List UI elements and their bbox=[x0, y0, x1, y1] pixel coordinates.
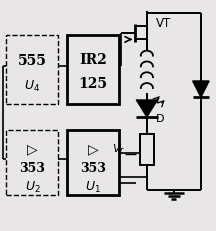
Text: 353: 353 bbox=[19, 161, 45, 174]
Text: $U_4$: $U_4$ bbox=[24, 79, 40, 94]
Text: 555: 555 bbox=[18, 54, 47, 68]
Text: $V_r$: $V_r$ bbox=[111, 142, 125, 155]
Text: ▷: ▷ bbox=[27, 142, 38, 156]
FancyBboxPatch shape bbox=[140, 135, 154, 165]
Text: 353: 353 bbox=[80, 161, 106, 174]
FancyBboxPatch shape bbox=[67, 131, 119, 195]
FancyBboxPatch shape bbox=[6, 36, 58, 105]
Polygon shape bbox=[136, 100, 157, 118]
Text: ▷: ▷ bbox=[87, 142, 98, 156]
Text: $U_2$: $U_2$ bbox=[25, 179, 40, 194]
Text: $U_1$: $U_1$ bbox=[85, 179, 101, 194]
FancyBboxPatch shape bbox=[67, 36, 119, 105]
FancyBboxPatch shape bbox=[6, 131, 58, 195]
Text: D: D bbox=[156, 113, 164, 123]
Text: 125: 125 bbox=[78, 77, 107, 91]
Polygon shape bbox=[193, 82, 209, 98]
Text: VT: VT bbox=[156, 17, 171, 30]
Text: IR2: IR2 bbox=[79, 52, 107, 66]
